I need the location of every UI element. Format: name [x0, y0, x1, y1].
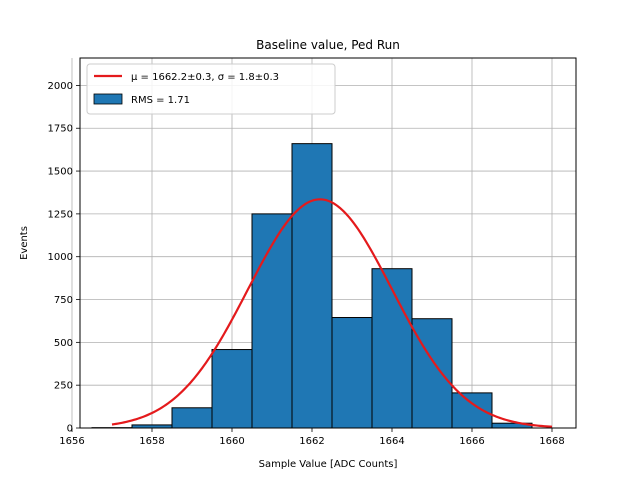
- x-tick-label-3: 1662: [299, 436, 324, 447]
- x-tick-label-5: 1666: [459, 436, 484, 447]
- legend-fit-label: μ = 1662.2±0.3, σ = 1.8±0.3: [131, 72, 279, 83]
- x-tick-label-1: 1658: [139, 436, 164, 447]
- y-tick-label-5: 1250: [48, 209, 73, 220]
- y-tick-label-8: 2000: [48, 81, 73, 92]
- x-axis-label: Sample Value [ADC Counts]: [259, 459, 398, 470]
- histogram-bar-8: [411, 318, 453, 429]
- y-axis-label: Events: [19, 226, 30, 260]
- gaussian-fit: [111, 198, 553, 428]
- histogram-bar-5: [291, 143, 333, 429]
- histogram-bar-2: [171, 407, 213, 429]
- y-tick-label-1: 250: [54, 381, 73, 392]
- x-tick-label-6: 1668: [539, 436, 564, 447]
- histogram-bar-4: [251, 213, 293, 429]
- histogram-bar-7: [371, 268, 413, 429]
- y-tick-label-4: 1000: [48, 252, 73, 263]
- x-axis-ticks: 1656 1658 1660 1662 1664 1666 1668: [59, 428, 565, 447]
- y-tick-label-2: 500: [54, 338, 73, 349]
- x-tick-label-0: 1656: [59, 436, 84, 447]
- y-tick-label-3: 750: [54, 295, 73, 306]
- x-tick-label-2: 1660: [219, 436, 244, 447]
- y-tick-label-6: 1500: [48, 167, 73, 178]
- legend-hist-swatch: [93, 93, 123, 105]
- legend-box: [86, 63, 336, 115]
- legend-hist-label: RMS = 1.71: [131, 95, 190, 106]
- histogram-bar-6: [331, 317, 373, 429]
- y-tick-label-0: 0: [67, 424, 73, 435]
- x-tick-label-4: 1664: [379, 436, 404, 447]
- gaussian-fit-curve: [111, 198, 553, 428]
- legend: μ = 1662.2±0.3, σ = 1.8±0.3 RMS = 1.71: [86, 63, 336, 115]
- y-tick-label-7: 1750: [48, 124, 73, 135]
- chart-title: Baseline value, Ped Run: [256, 38, 400, 52]
- histogram-bar-3: [211, 349, 253, 429]
- histogram-bar-9: [451, 392, 493, 429]
- plot-area-frame: [79, 57, 577, 429]
- y-axis-ticks: 0 250 500 750 1000 1250 1500 1750 2000: [48, 81, 80, 435]
